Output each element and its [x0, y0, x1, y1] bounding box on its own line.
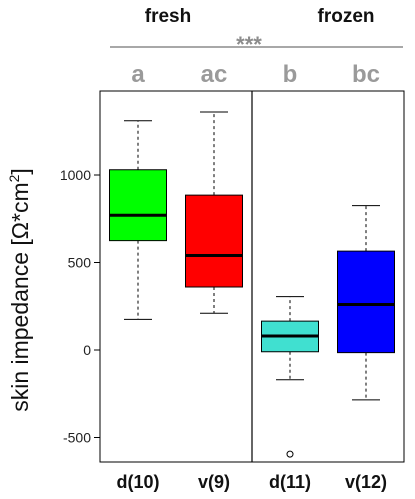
boxes-layer [109, 111, 395, 458]
group-label-fresh: fresh [145, 6, 191, 27]
significance-stars: *** [236, 32, 262, 57]
category-label-0: d(10) [116, 472, 159, 492]
iqr-box-1 [185, 194, 243, 288]
significance-letter-1: ac [201, 61, 228, 88]
y-axis-label-main: skin impedance [ [7, 239, 33, 412]
category-labels: d(10) v(9) d(11) v(12) [116, 472, 387, 492]
category-label-1: v(9) [198, 472, 230, 492]
y-tick-label-2: 500 [68, 255, 92, 271]
y-tick-label-1: 0 [83, 342, 91, 358]
group-label-frozen: frozen [318, 6, 375, 27]
significance-letter-3: bc [352, 61, 380, 88]
y-axis-label-close: ] [7, 168, 33, 174]
box-1 [185, 111, 243, 314]
letters-layer: a ac b bc [131, 61, 380, 88]
box-0 [109, 120, 167, 320]
box-3 [337, 205, 395, 401]
outlier-2-0 [286, 450, 294, 458]
y-tick-label-3: 1000 [60, 167, 91, 183]
significance-letter-0: a [131, 61, 145, 88]
y-axis-label-unit: Ω*cm [7, 182, 33, 239]
y-axis-label: skin impedance [Ω*cm2] [6, 168, 33, 412]
iqr-box-3 [337, 250, 395, 354]
box-2 [261, 296, 319, 458]
category-label-2: d(11) [269, 472, 311, 492]
y-axis: -500 0 500 1000 [60, 167, 100, 446]
category-label-3: v(12) [345, 472, 387, 492]
iqr-box-0 [109, 169, 167, 242]
y-axis-label-sup: 2 [6, 174, 22, 182]
y-tick-label-0: -500 [63, 430, 91, 446]
significance-letter-2: b [283, 61, 298, 88]
